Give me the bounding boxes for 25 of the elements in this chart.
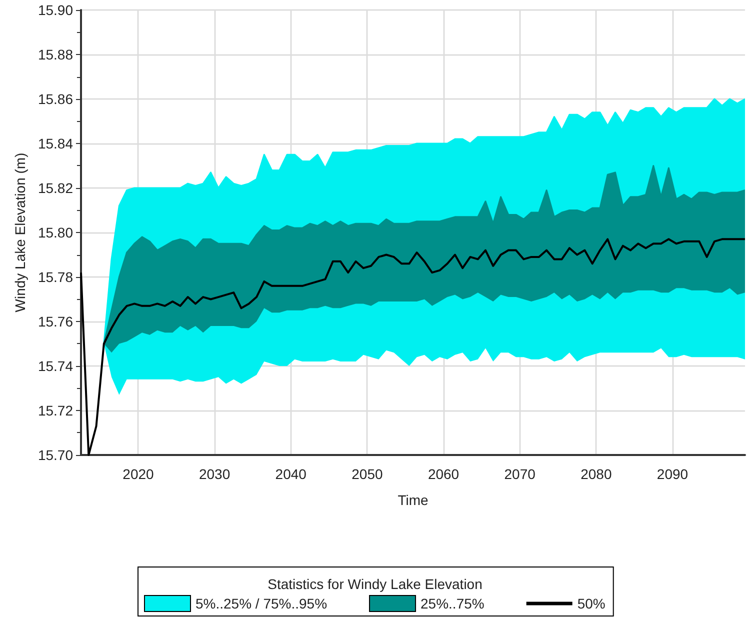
y-tick-label: 15.90 (38, 2, 74, 18)
y-tick-label: 15.86 (38, 91, 74, 107)
y-tick-label: 15.84 (38, 136, 74, 152)
y-tick-label: 15.72 (38, 402, 74, 418)
x-tick-label: 2070 (504, 466, 536, 482)
x-tick-label: 2090 (656, 466, 688, 482)
y-tick-label: 15.76 (38, 314, 74, 330)
legend-label: 25%..75% (420, 596, 484, 612)
y-tick-label: 15.80 (38, 224, 74, 240)
y-tick-label: 15.88 (38, 46, 74, 62)
y-tick-label: 15.70 (38, 447, 74, 463)
x-tick-label: 2020 (122, 466, 154, 482)
legend-label: 5%..25% / 75%..95% (196, 596, 328, 612)
x-tick-label: 2040 (275, 466, 307, 482)
y-tick-label: 15.78 (38, 269, 74, 285)
x-axis-title: Time (398, 492, 429, 508)
x-tick-label: 2060 (428, 466, 460, 482)
x-tick-label: 2030 (198, 466, 230, 482)
y-axis-title: Windy Lake Elevation (m) (12, 152, 28, 312)
x-tick-label: 2080 (580, 466, 612, 482)
y-tick-label: 15.82 (38, 180, 74, 196)
y-tick-label: 15.74 (38, 358, 74, 374)
x-tick-label: 2050 (352, 466, 383, 482)
legend-title: Statistics for Windy Lake Elevation (268, 576, 482, 592)
legend-label: 50% (577, 596, 606, 612)
